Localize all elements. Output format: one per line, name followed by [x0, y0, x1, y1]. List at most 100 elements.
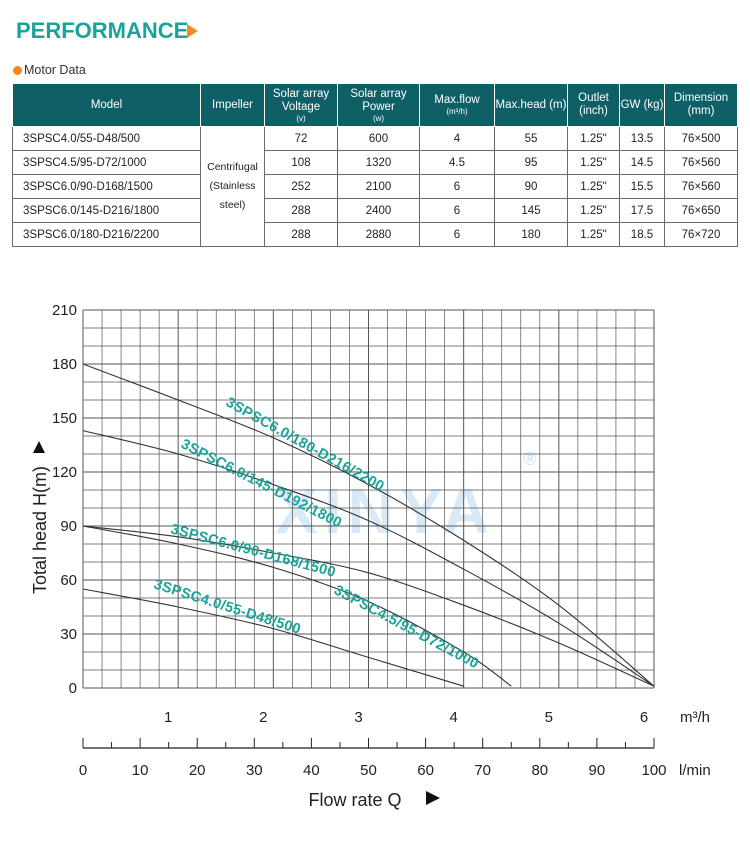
chart-grid — [82, 309, 655, 689]
series-line-4 — [82, 430, 655, 687]
cell-flow: 4.5 — [419, 150, 495, 175]
cell-dim: 76×560 — [664, 174, 738, 199]
cell-power: 2100 — [337, 174, 420, 199]
x-tick-label-m3h: 5 — [545, 709, 553, 726]
cell-outlet: 1.25" — [567, 198, 620, 223]
table-row: 3SPSC6.0/145-D216/1800 288 2400 6 145 1.25" 17… — [12, 198, 738, 223]
cell-dim: 76×500 — [664, 126, 738, 151]
y-tick-label: 120 — [52, 464, 77, 481]
y-axis-arrow-icon — [33, 441, 45, 453]
cell-flow: 6 — [419, 222, 495, 247]
impeller-line: Centrifugal — [207, 161, 258, 173]
y-tick-label: 30 — [60, 626, 77, 643]
cell-dim: 76×650 — [664, 198, 738, 223]
page-title: PERFORMANCE — [16, 18, 189, 43]
x-tick-label-lmin: 90 — [589, 762, 606, 779]
x-tick-label-lmin: 40 — [303, 762, 320, 779]
cell-head: 180 — [494, 222, 568, 247]
title-arrow-icon — [187, 24, 198, 38]
header-max-head: Max.head (m) — [494, 83, 568, 127]
cell-model: 3SPSC6.0/180-D216/2200 — [12, 222, 201, 247]
cell-dim: 76×560 — [664, 150, 738, 175]
cell-outlet: 1.25" — [567, 150, 620, 175]
series-line-1 — [82, 588, 464, 687]
x-tick-label-lmin: 30 — [246, 762, 263, 779]
table-row: 3SPSC6.0/180-D216/2200 288 2880 6 180 1.25" 18… — [12, 222, 738, 247]
x-tick-label-m3h: 3 — [354, 709, 362, 726]
y-tick-label: 0 — [69, 680, 77, 697]
x-tick-label-m3h: 1 — [164, 709, 172, 726]
cell-head: 90 — [494, 174, 568, 199]
impeller-line: steel) — [219, 199, 246, 211]
x-tick-label-lmin: 70 — [474, 762, 491, 779]
series-line-3 — [82, 525, 655, 687]
x-unit-m3h: m³/h — [680, 709, 710, 726]
cell-model: 3SPSC4.5/95-D72/1000 — [12, 150, 201, 175]
x-tick-label-m3h: 4 — [449, 709, 457, 726]
x-tick-label-lmin: 80 — [531, 762, 548, 779]
table-row: 3SPSC4.5/95-D72/1000 108 1320 4.5 95 1.25" 14.… — [12, 150, 738, 175]
cell-head: 95 — [494, 150, 568, 175]
series-line-2 — [82, 525, 512, 687]
y-axis-label: Total head H(m) — [30, 466, 50, 594]
header-impeller: Impeller — [200, 83, 265, 127]
x-axis-arrow-icon — [426, 791, 440, 805]
cell-head: 55 — [494, 126, 568, 151]
y-tick-label: 180 — [52, 356, 77, 373]
cell-gw: 15.5 — [619, 174, 665, 199]
cell-voltage: 288 — [264, 198, 338, 223]
table-row: 3SPSC6.0/90-D168/1500 252 2100 6 90 1.25" 15.5… — [12, 174, 738, 199]
cell-outlet: 1.25" — [567, 126, 620, 151]
registered-mark: ® — [523, 449, 536, 469]
header-gw: GW (kg) — [619, 83, 665, 127]
series-line-5 — [82, 363, 655, 687]
watermark-logo: XINYA ® — [275, 449, 536, 547]
header-max-flow: Max.flow (m³/h) — [419, 83, 495, 127]
series-label-2: 3SPSC4.5/95-D72/1000 — [331, 582, 481, 672]
cell-dim: 76×720 — [664, 222, 738, 247]
cell-head: 145 — [494, 198, 568, 223]
motor-data-table: Model Impeller Solar array Voltage (v) So… — [12, 83, 738, 247]
x-tick-label-lmin: 20 — [189, 762, 206, 779]
cell-power: 1320 — [337, 150, 420, 175]
bullet-dot-icon — [13, 66, 22, 75]
x-tick-label-m3h: 2 — [259, 709, 267, 726]
cell-model: 3SPSC4.0/55-D48/500 — [12, 126, 201, 151]
motor-data-label: Motor Data — [24, 63, 86, 77]
y-tick-label: 210 — [52, 302, 77, 319]
cell-impeller: Centrifugal (Stainless steel) — [200, 126, 265, 247]
x-axis-label: Flow rate Q — [308, 790, 401, 810]
header-dimension: Dimension (mm) — [664, 83, 738, 127]
y-tick-label: 150 — [52, 410, 77, 427]
table-row: 3SPSC4.0/55-D48/500 Centrifugal (Stainless… — [12, 126, 738, 247]
header-voltage: Solar array Voltage (v) — [264, 83, 338, 127]
cell-model: 3SPSC6.0/90-D168/1500 — [12, 174, 201, 199]
y-tick-label: 90 — [60, 518, 77, 535]
cell-model: 3SPSC6.0/145-D216/1800 — [12, 198, 201, 223]
cell-flow: 6 — [419, 198, 495, 223]
x-unit-lmin: l/min — [679, 762, 711, 779]
cell-power: 2400 — [337, 198, 420, 223]
x-tick-label-lmin: 0 — [79, 762, 87, 779]
header-power: Solar array Power (w) — [337, 83, 420, 127]
table-header-row: Model Impeller Solar array Voltage (v) So… — [12, 83, 738, 127]
x-tick-label-lmin: 60 — [417, 762, 434, 779]
cell-outlet: 1.25" — [567, 222, 620, 247]
performance-chart: XINYA ® 3SPSC4.0/55-D48/500 3SPSC4.5/95-D7… — [30, 302, 711, 810]
cell-voltage: 72 — [264, 126, 338, 151]
cell-gw: 13.5 — [619, 126, 665, 151]
watermark-text: XINYA — [275, 475, 495, 547]
cell-gw: 17.5 — [619, 198, 665, 223]
cell-flow: 6 — [419, 174, 495, 199]
cell-gw: 18.5 — [619, 222, 665, 247]
cell-power: 2880 — [337, 222, 420, 247]
impeller-line: (Stainless — [209, 180, 256, 192]
cell-voltage: 288 — [264, 222, 338, 247]
cell-voltage: 252 — [264, 174, 338, 199]
cell-flow: 4 — [419, 126, 495, 151]
series-label-1: 3SPSC4.0/55-D48/500 — [152, 577, 303, 638]
x-tick-label-lmin: 100 — [641, 762, 666, 779]
chart-curves — [82, 363, 655, 687]
cell-outlet: 1.25" — [567, 174, 620, 199]
